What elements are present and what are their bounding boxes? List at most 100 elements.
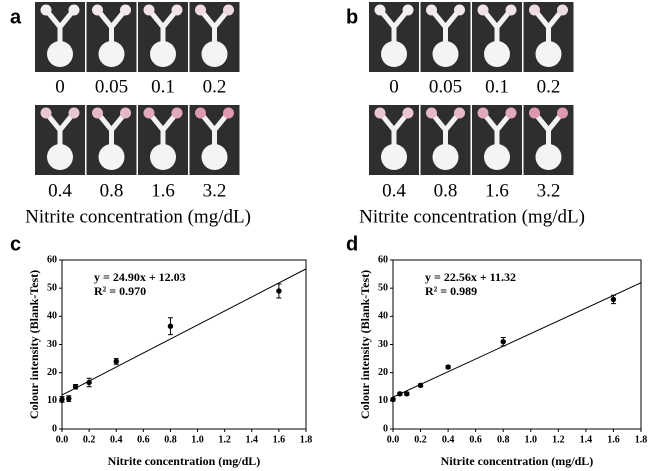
x-tick-label: 1.8 (635, 434, 648, 445)
x-tick-label: 0.8 (497, 434, 510, 445)
zone (557, 4, 568, 16)
sample-zone (98, 144, 125, 170)
zone (529, 107, 540, 119)
zone (223, 107, 234, 119)
y-tick-label: 0 (52, 423, 57, 434)
sample-zone (535, 41, 562, 67)
zone (120, 107, 131, 119)
y-axis-label: Colour intensity (Blank-Test) (358, 270, 372, 419)
y-tick-label: 60 (378, 254, 388, 265)
data-point (404, 391, 410, 397)
data-point (59, 396, 65, 403)
sample-zone (201, 41, 228, 67)
trendline (392, 282, 642, 398)
concentration-label: 0 (55, 76, 65, 97)
y-tick-label: 50 (47, 282, 57, 293)
zone (557, 107, 568, 119)
data-point (417, 382, 424, 389)
panel-label: d (346, 233, 358, 255)
x-tick-label: 1.2 (552, 434, 565, 445)
annotation: y = 24.90x + 12.03 (94, 270, 186, 284)
concentration-label: 3.2 (203, 180, 227, 201)
sample-zone (432, 41, 459, 67)
x-tick-label: 1.4 (246, 434, 259, 445)
trendline (61, 268, 307, 396)
concentration-label: 0 (389, 76, 399, 97)
sample-zone (381, 144, 407, 170)
concentration-label: 0.8 (100, 180, 124, 201)
x-tick-label: 0.0 (387, 434, 400, 445)
zone (374, 107, 386, 119)
zone (195, 107, 206, 119)
data-point (500, 338, 506, 345)
y-tick-label: 40 (378, 311, 388, 322)
concentration-label: 0.1 (151, 76, 175, 97)
x-tick-label: 0.4 (110, 434, 123, 445)
test-card (138, 105, 188, 175)
zone (223, 4, 234, 16)
concentration-label: 0.1 (485, 76, 509, 97)
zone (92, 4, 103, 16)
x-tick-label: 0.8 (164, 434, 177, 445)
data-point (113, 358, 119, 365)
zone (195, 4, 206, 16)
zone (143, 107, 155, 119)
sample-zone (150, 41, 176, 67)
panel-label: c (10, 233, 21, 255)
test-card (138, 2, 188, 72)
y-tick-label: 40 (47, 311, 57, 322)
concentration-label: 3.2 (537, 180, 561, 201)
sample-zone (98, 41, 125, 67)
y-axis-label: Colour intensity (Blank-Test) (27, 270, 41, 419)
zone (374, 4, 386, 16)
concentration-label: 0.2 (537, 76, 561, 97)
data-point (86, 379, 92, 386)
x-tick-label: 1.2 (218, 434, 231, 445)
x-axis-label: Nitrite concentration (mg/dL) (108, 454, 261, 468)
test-card (523, 2, 574, 72)
test-card (420, 2, 471, 72)
zone (505, 4, 517, 16)
sample-zone (535, 144, 562, 170)
zone (171, 107, 183, 119)
panel-label: b (346, 6, 358, 28)
x-tick-label: 1.6 (273, 434, 286, 445)
sample-zone (484, 41, 510, 67)
test-card (369, 2, 419, 72)
data-point (167, 323, 174, 329)
sample-zone (150, 144, 176, 170)
data-point (276, 288, 282, 294)
zone (143, 4, 155, 16)
test-card (35, 105, 85, 175)
zone (426, 107, 437, 119)
y-tick-label: 10 (378, 395, 388, 406)
concentration-label: 0.4 (48, 180, 72, 201)
sample-zone (484, 144, 510, 170)
annotation: R² = 0.970 (94, 284, 146, 298)
annotation: R² = 0.989 (425, 284, 477, 298)
zone (477, 107, 489, 119)
y-tick-label: 50 (378, 282, 388, 293)
annotation: y = 22.56x + 11.32 (425, 270, 516, 284)
test-card (35, 2, 85, 72)
x-tick-label: 1.8 (300, 434, 313, 445)
zone (68, 107, 80, 119)
data-point (390, 396, 396, 403)
zone (40, 107, 52, 119)
zone (40, 4, 52, 16)
x-tick-label: 1.4 (580, 434, 593, 445)
zone (454, 107, 465, 119)
zone (529, 4, 540, 16)
concentration-label: 1.6 (151, 180, 175, 201)
x-tick-label: 0.4 (442, 434, 455, 445)
zone (454, 4, 465, 16)
x-axis-label: Nitrite concentration (mg/dL) (359, 206, 585, 227)
zone (68, 4, 80, 16)
x-tick-label: 0.2 (83, 434, 96, 445)
zone (505, 107, 517, 119)
y-tick-label: 10 (47, 395, 57, 406)
sample-zone (432, 144, 459, 170)
x-tick-label: 1.0 (525, 434, 538, 445)
x-tick-label: 1.6 (607, 434, 620, 445)
